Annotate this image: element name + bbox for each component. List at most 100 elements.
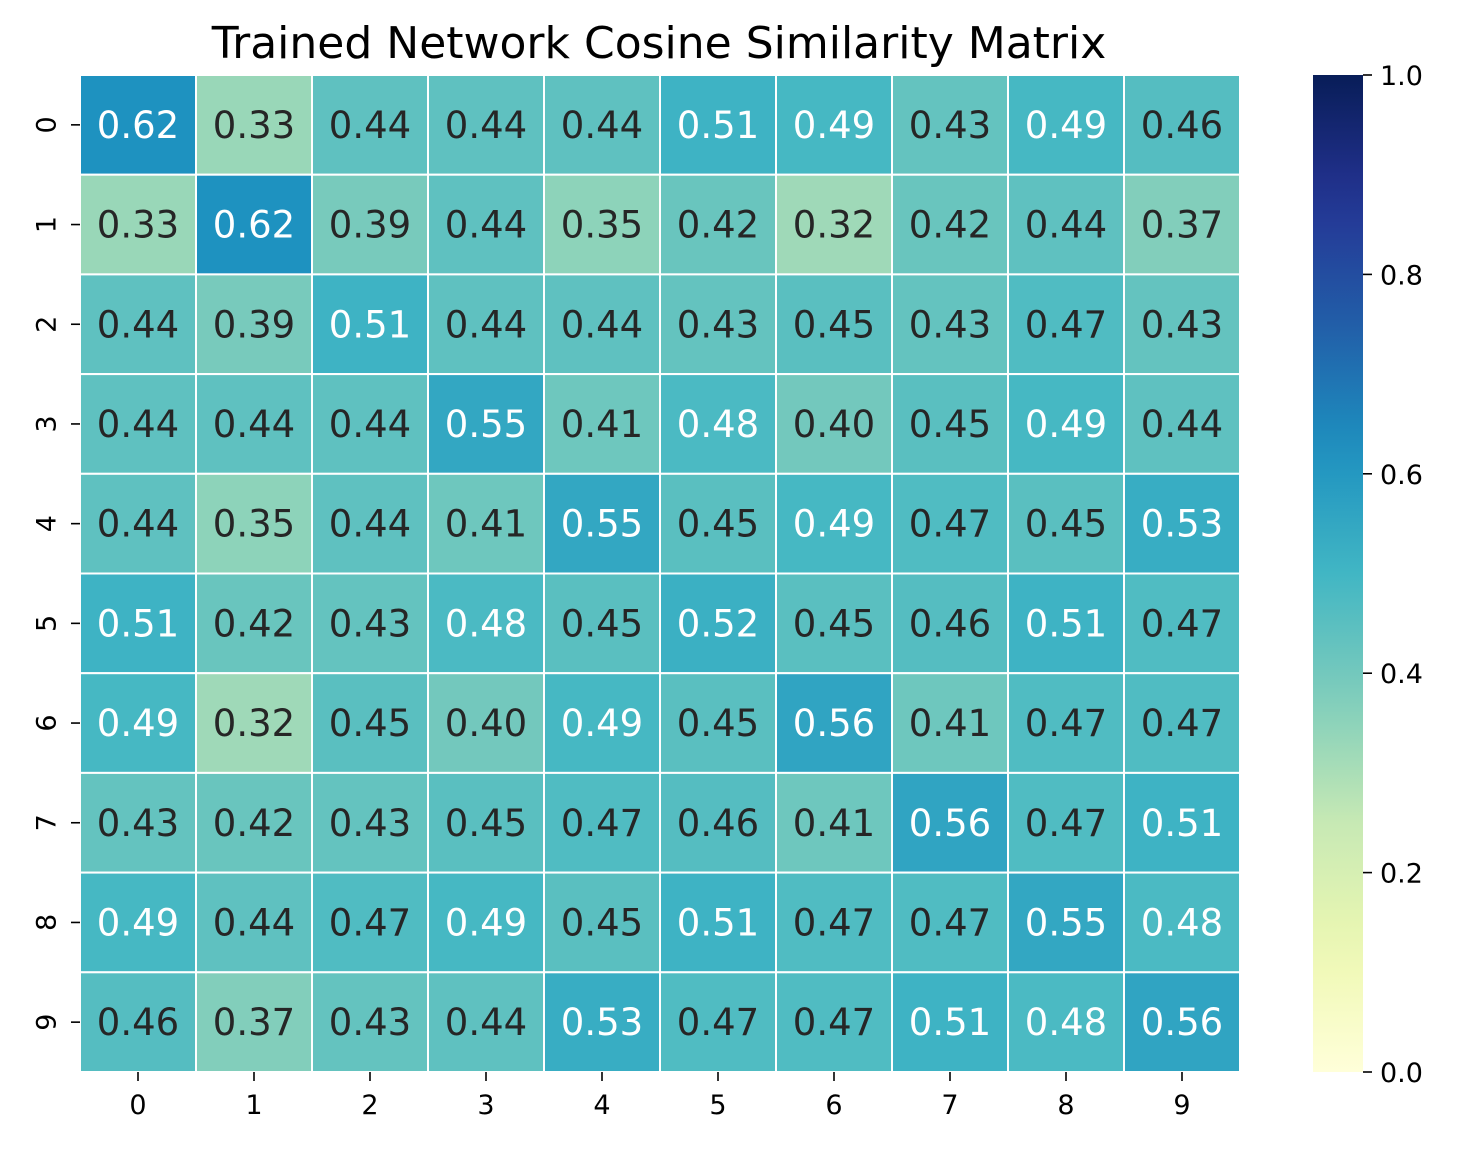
cell-value-label: 0.55 [445, 403, 527, 446]
colorbar-tick-label: 0.4 [1380, 659, 1423, 690]
cell-value-label: 0.33 [213, 104, 295, 147]
cell-value-label: 0.39 [329, 204, 411, 247]
cell-value-label: 0.44 [329, 104, 411, 147]
colorbar-tick-label: 0.2 [1380, 859, 1423, 890]
heatmap-cell [659, 771, 777, 874]
heatmap-cell [1123, 672, 1241, 774]
heatmap-cell [195, 173, 313, 276]
cell-value-label: 0.62 [97, 104, 179, 147]
heatmap-cell [1123, 971, 1241, 1073]
cell-value-label: 0.37 [1141, 204, 1223, 247]
cell-value-label: 0.33 [97, 204, 179, 247]
cell-value-label: 0.46 [909, 602, 991, 645]
heatmap-cell [1123, 273, 1241, 376]
cell-value-label: 0.53 [1141, 503, 1223, 546]
cell-value-label: 0.47 [909, 901, 991, 944]
heatmap-cell [775, 771, 893, 874]
heatmap-cell [891, 672, 1009, 774]
cell-value-label: 0.56 [793, 702, 875, 745]
heatmap-cell [543, 771, 661, 874]
heatmap-cell [775, 373, 893, 475]
cell-value-label: 0.32 [793, 204, 875, 247]
cell-value-label: 0.45 [909, 403, 991, 446]
heatmap-cell [195, 74, 313, 176]
cell-value-label: 0.43 [1141, 303, 1223, 346]
cell-value-label: 0.48 [677, 403, 759, 446]
heatmap-cell [775, 472, 893, 575]
heatmap-cell [1123, 472, 1241, 575]
cell-value-label: 0.56 [909, 802, 991, 845]
cell-value-label: 0.43 [97, 802, 179, 845]
cell-value-label: 0.45 [329, 702, 411, 745]
heatmap-cell [891, 74, 1009, 176]
heatmap-cell [659, 572, 777, 675]
y-tick-label: 4 [32, 515, 63, 532]
cell-value-label: 0.51 [97, 602, 179, 645]
heatmap-cell [1123, 173, 1241, 276]
colorbar-tick-label: 0.0 [1380, 1058, 1423, 1089]
heatmap-cell [311, 572, 429, 675]
heatmap-cell [195, 472, 313, 575]
cell-value-label: 0.47 [793, 901, 875, 944]
cell-value-label: 0.45 [793, 602, 875, 645]
cell-value-label: 0.48 [1025, 1001, 1107, 1044]
cell-value-label: 0.51 [909, 1001, 991, 1044]
cell-value-label: 0.56 [1141, 1001, 1223, 1044]
cell-value-label: 0.44 [97, 403, 179, 446]
heatmap-cell [311, 273, 429, 376]
cell-value-label: 0.49 [445, 901, 527, 944]
cell-value-label: 0.55 [561, 503, 643, 546]
heatmap-cell [195, 871, 313, 974]
cell-value-label: 0.48 [1141, 901, 1223, 944]
heatmap-cell [775, 672, 893, 774]
heatmap-cell [1123, 74, 1241, 176]
heatmap-cell [659, 971, 777, 1073]
cell-value-label: 0.52 [677, 602, 759, 645]
cell-value-label: 0.48 [445, 602, 527, 645]
cell-value-label: 0.47 [1141, 702, 1223, 745]
cell-value-label: 0.43 [329, 602, 411, 645]
y-tick-label: 6 [32, 714, 63, 731]
heatmap-cell [891, 971, 1009, 1073]
heatmap-cell [79, 273, 197, 376]
colorbar-gradient [1313, 75, 1363, 1072]
x-tick-label: 5 [709, 1090, 726, 1121]
cell-value-label: 0.43 [329, 1001, 411, 1044]
cell-value-label: 0.45 [445, 802, 527, 845]
heatmap-cell [659, 472, 777, 575]
y-axis: 0 1 2 3 4 5 6 7 8 9 [32, 116, 80, 1031]
cell-value-label: 0.43 [677, 303, 759, 346]
cell-value-label: 0.47 [1141, 602, 1223, 645]
cell-value-label: 0.44 [445, 303, 527, 346]
cell-value-label: 0.44 [97, 303, 179, 346]
cell-value-label: 0.62 [213, 204, 295, 247]
cell-value-label: 0.44 [329, 503, 411, 546]
y-tick-label: 7 [32, 814, 63, 831]
heatmap-cell [1007, 572, 1125, 675]
heatmap-cell [1007, 173, 1125, 276]
cell-value-label: 0.44 [213, 403, 295, 446]
cell-value-label: 0.44 [445, 204, 527, 247]
heatmap-cell [659, 373, 777, 475]
heatmap-cell [891, 771, 1009, 874]
cell-value-label: 0.53 [561, 1001, 643, 1044]
colorbar: 0.0 0.2 0.4 0.6 0.8 1.0 [1313, 61, 1423, 1089]
heatmap-cell [775, 273, 893, 376]
y-tick-label: 0 [32, 116, 63, 133]
cell-value-label: 0.45 [1025, 503, 1107, 546]
cell-value-label: 0.51 [1025, 602, 1107, 645]
heatmap-cell [195, 273, 313, 376]
heatmap-cell [427, 771, 545, 874]
heatmap-cell [1007, 771, 1125, 874]
cell-value-label: 0.49 [1025, 104, 1107, 147]
cell-value-label: 0.49 [793, 104, 875, 147]
heatmap-cell [427, 173, 545, 276]
cell-value-label: 0.35 [213, 503, 295, 546]
heatmap-cell [79, 672, 197, 774]
cell-value-label: 0.44 [445, 1001, 527, 1044]
cell-value-label: 0.55 [1025, 901, 1107, 944]
cell-value-label: 0.43 [909, 104, 991, 147]
cell-value-label: 0.35 [561, 204, 643, 247]
heatmap-cell [427, 572, 545, 675]
